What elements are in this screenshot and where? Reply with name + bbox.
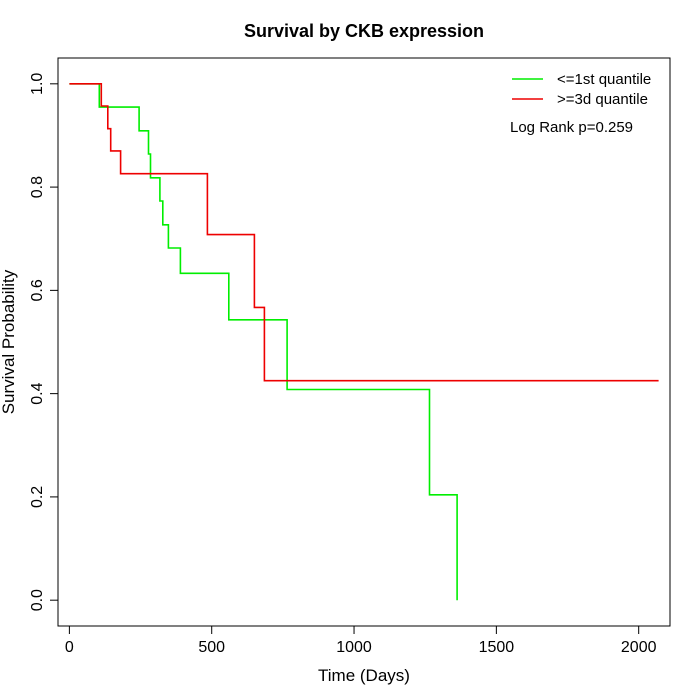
chart-title: Survival by CKB expression xyxy=(244,21,484,41)
x-tick-label: 1500 xyxy=(479,639,515,656)
x-tick-label: 0 xyxy=(65,639,74,656)
y-tick-label: 0.8 xyxy=(29,176,46,198)
y-axis-label: Survival Probability xyxy=(0,269,18,414)
series-layer xyxy=(69,83,659,601)
series-line-1 xyxy=(69,83,659,382)
legend-label-0: <=1st quantile xyxy=(557,71,651,88)
x-tick-label: 500 xyxy=(198,639,225,656)
legend-label-1: >=3d quantile xyxy=(557,91,648,108)
y-tick-label: 0.6 xyxy=(29,279,46,301)
plot-frame xyxy=(57,57,671,627)
x-axis: 0 500 1000 1500 2000 xyxy=(65,625,657,656)
y-tick-label: 0.2 xyxy=(29,486,46,508)
x-axis-label: Time (Days) xyxy=(318,666,410,685)
y-axis: 0.0 0.2 0.4 0.6 0.8 1.0 xyxy=(29,73,59,611)
x-tick-label: 2000 xyxy=(621,639,657,656)
y-tick-label: 0.0 xyxy=(29,589,46,611)
log-rank-annotation: Log Rank p=0.259 xyxy=(510,119,633,136)
y-tick-label: 0.4 xyxy=(29,382,46,404)
x-tick-label: 1000 xyxy=(336,639,372,656)
series-line-0 xyxy=(69,83,458,601)
legend: <=1st quantile >=3d quantile xyxy=(512,71,651,108)
y-tick-label: 1.0 xyxy=(29,73,46,95)
